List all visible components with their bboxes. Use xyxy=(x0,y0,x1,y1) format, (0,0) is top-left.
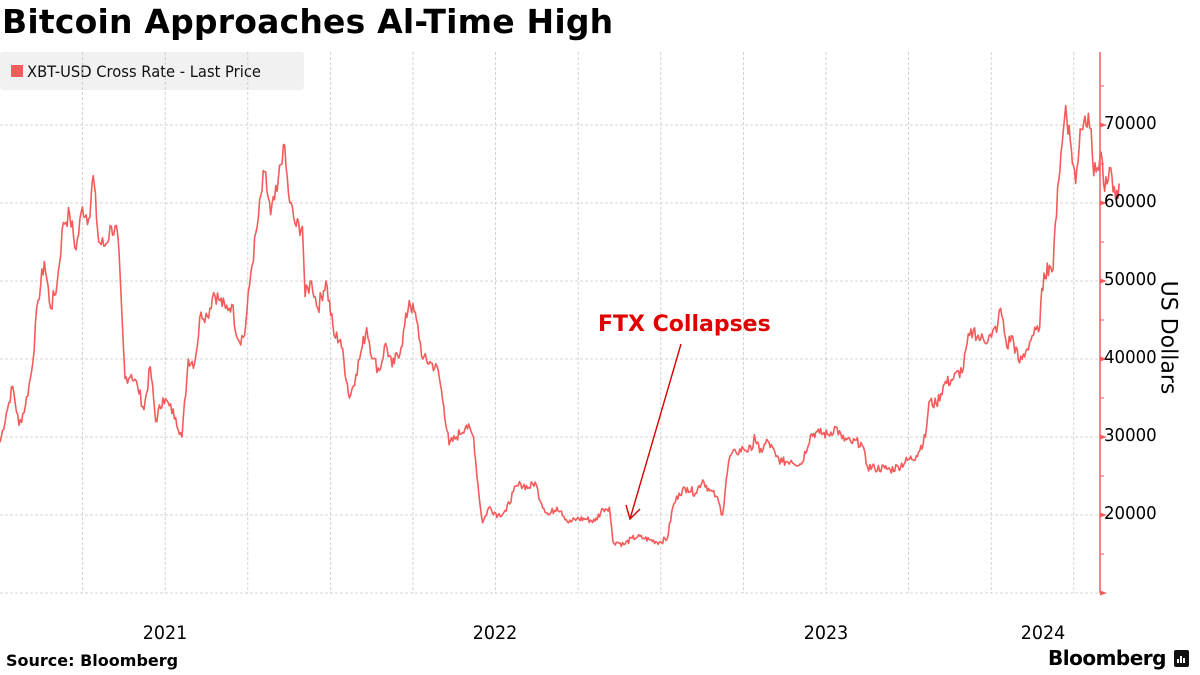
ftx-annotation: FTX Collapses xyxy=(598,312,771,337)
y-axis-title: US Dollars xyxy=(1155,280,1181,395)
y-tick-label: 50000 xyxy=(1104,269,1157,290)
x-tick-label: 2021 xyxy=(142,622,188,644)
legend-swatch xyxy=(11,65,23,77)
y-tick-label: 20000 xyxy=(1104,503,1157,524)
legend: XBT-USD Cross Rate - Last Price xyxy=(0,52,304,90)
y-axis xyxy=(1099,52,1107,596)
bloomberg-chart-icon xyxy=(1173,649,1189,667)
x-tick-label: 2023 xyxy=(803,622,849,644)
annotation-arrow xyxy=(625,343,682,521)
gridlines xyxy=(0,52,1100,594)
chart-title: Bitcoin Approaches Al-Time High xyxy=(2,2,614,41)
y-tick-label: 60000 xyxy=(1104,191,1157,212)
y-tick-label: 70000 xyxy=(1104,113,1157,134)
price-line xyxy=(0,104,1120,548)
source-note: Source: Bloomberg xyxy=(6,651,179,670)
bloomberg-logo: Bloomberg xyxy=(1048,646,1189,670)
legend-label: XBT-USD Cross Rate - Last Price xyxy=(27,61,261,81)
brand-name: Bloomberg xyxy=(1048,646,1166,670)
x-tick-label: 2024 xyxy=(1020,622,1066,644)
x-tick-label: 2022 xyxy=(472,622,518,644)
y-tick-label: 30000 xyxy=(1104,425,1157,446)
y-tick-label: 40000 xyxy=(1104,347,1157,368)
